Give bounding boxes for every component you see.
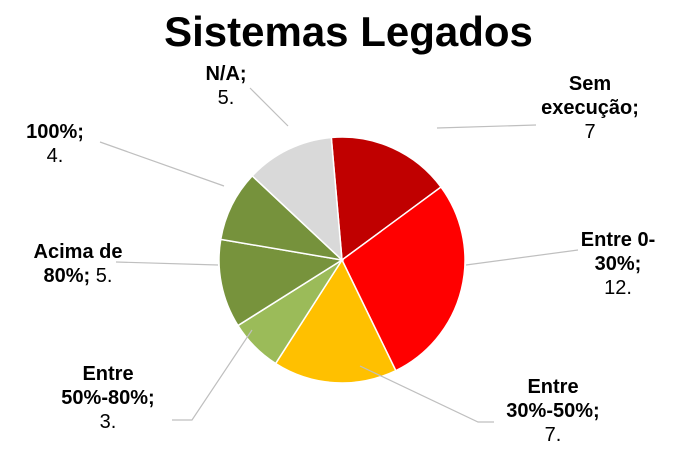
category-label: Entre 30%-50% <box>506 376 594 422</box>
data-label: Acima de 80%; 5. <box>18 240 138 288</box>
chart-title: Sistemas Legados <box>164 8 533 55</box>
category-label: Entre 50%-80% <box>61 363 149 409</box>
leader-line <box>359 365 494 423</box>
label-separator: ; <box>83 265 91 287</box>
label-separator: ; <box>632 97 639 119</box>
data-label: Entre 30%-50%; 7. <box>493 375 613 447</box>
pie-slice <box>330 136 443 262</box>
value-label: 12. <box>604 277 632 299</box>
leader-line <box>99 141 225 187</box>
label-separator: ; <box>239 63 247 85</box>
value-label: 5. <box>95 265 113 287</box>
value-label: 5. <box>217 87 235 109</box>
value-label: 4. <box>46 145 64 167</box>
category-label: Entre 0-30% <box>580 229 656 275</box>
value-label: 7. <box>544 424 562 446</box>
pie-slice <box>218 238 345 327</box>
label-separator: ; <box>593 400 600 422</box>
label-separator: ; <box>148 387 155 409</box>
label-separator: ; <box>77 121 84 143</box>
leader-line <box>249 87 289 127</box>
pie-slice <box>251 136 343 262</box>
leader-line <box>436 124 537 129</box>
data-label: N/A; 5. <box>196 62 256 110</box>
category-label: N/A <box>205 63 240 85</box>
data-label: Sem execução; 7 <box>535 72 645 144</box>
value-label: 3. <box>99 411 117 433</box>
data-label: 100%; 4. <box>15 120 95 168</box>
category-label: Sem execução <box>541 73 633 119</box>
label-separator: ; <box>634 253 642 275</box>
category-label: Acima de 80% <box>33 241 123 287</box>
leader-line <box>172 329 253 421</box>
data-label: Entre 0-30%; 12. <box>573 228 663 300</box>
data-label: Entre 50%-80%; 3. <box>48 362 168 434</box>
value-label: 7 <box>584 121 596 143</box>
leader-line <box>465 249 579 266</box>
leader-line <box>115 261 219 266</box>
category-label: 100% <box>26 121 78 143</box>
pie-slice <box>341 185 466 372</box>
pie-slice <box>274 258 397 384</box>
